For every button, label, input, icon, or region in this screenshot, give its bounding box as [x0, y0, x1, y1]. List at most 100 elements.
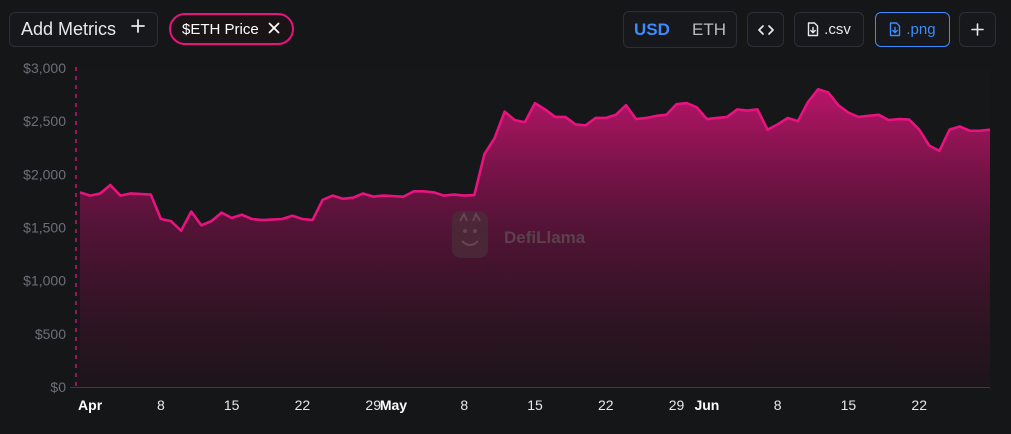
data-point[interactable] — [462, 194, 466, 198]
data-point[interactable] — [311, 218, 315, 222]
embed-code-button[interactable] — [747, 12, 784, 47]
data-point[interactable] — [412, 189, 416, 193]
data-point[interactable] — [371, 195, 375, 199]
unit-option-eth[interactable]: ETH — [692, 20, 726, 39]
data-point[interactable] — [88, 194, 92, 198]
data-point[interactable] — [826, 90, 830, 94]
data-point[interactable] — [553, 115, 557, 119]
data-point[interactable] — [189, 210, 193, 214]
data-point[interactable] — [937, 149, 941, 153]
data-point[interactable] — [887, 118, 891, 122]
add-metrics-button[interactable]: Add Metrics — [9, 12, 158, 47]
data-point[interactable] — [563, 115, 567, 119]
data-point[interactable] — [513, 118, 517, 122]
data-point[interactable] — [361, 191, 365, 195]
data-point[interactable] — [968, 129, 972, 133]
data-point[interactable] — [877, 113, 881, 117]
data-point[interactable] — [624, 103, 628, 107]
data-point[interactable] — [179, 229, 183, 233]
data-point[interactable] — [230, 216, 234, 220]
data-point[interactable] — [159, 217, 163, 221]
data-point[interactable] — [634, 117, 638, 121]
data-point[interactable] — [452, 193, 456, 197]
data-point[interactable] — [442, 194, 446, 198]
data-point[interactable] — [169, 219, 173, 223]
data-point[interactable] — [695, 105, 699, 109]
data-point[interactable] — [118, 194, 122, 198]
data-point[interactable] — [675, 102, 679, 106]
data-point[interactable] — [351, 196, 355, 200]
data-point[interactable] — [584, 123, 588, 127]
data-point[interactable] — [331, 194, 335, 198]
data-point[interactable] — [321, 198, 325, 202]
data-point[interactable] — [897, 117, 901, 121]
data-point[interactable] — [543, 107, 547, 111]
data-point[interactable] — [644, 116, 648, 120]
download-csv-button[interactable]: .csv — [794, 12, 864, 47]
data-point[interactable] — [796, 119, 800, 123]
data-point[interactable] — [846, 111, 850, 115]
data-point[interactable] — [735, 107, 739, 111]
data-point[interactable] — [867, 114, 871, 118]
data-point[interactable] — [78, 190, 82, 194]
data-point[interactable] — [573, 122, 577, 126]
data-point[interactable] — [857, 115, 861, 119]
data-point[interactable] — [240, 213, 244, 217]
data-point[interactable] — [139, 192, 143, 196]
data-point[interactable] — [766, 128, 770, 132]
data-point[interactable] — [422, 189, 426, 193]
data-point[interactable] — [482, 152, 486, 156]
data-point[interactable] — [98, 191, 102, 195]
metric-chip[interactable]: $ETH Price — [169, 13, 294, 45]
data-point[interactable] — [250, 217, 254, 221]
data-point[interactable] — [705, 117, 709, 121]
data-point[interactable] — [988, 128, 992, 132]
data-point[interactable] — [654, 114, 658, 118]
unit-option-usd[interactable]: USD — [634, 20, 670, 39]
data-point[interactable] — [290, 214, 294, 218]
data-point[interactable] — [806, 100, 810, 104]
data-point[interactable] — [948, 128, 952, 132]
download-png-button[interactable]: .png — [875, 12, 950, 47]
data-point[interactable] — [907, 118, 911, 122]
data-point[interactable] — [402, 195, 406, 199]
data-point[interactable] — [786, 116, 790, 120]
data-point[interactable] — [432, 190, 436, 194]
data-point[interactable] — [917, 128, 921, 132]
data-point[interactable] — [816, 87, 820, 91]
data-point[interactable] — [725, 115, 729, 119]
data-point[interactable] — [664, 113, 668, 117]
data-point[interactable] — [209, 219, 213, 223]
data-point[interactable] — [978, 129, 982, 133]
data-point[interactable] — [260, 218, 264, 222]
data-point[interactable] — [199, 223, 203, 227]
data-point[interactable] — [715, 116, 719, 120]
data-point[interactable] — [745, 109, 749, 113]
data-point[interactable] — [220, 211, 224, 215]
close-icon[interactable] — [267, 21, 281, 35]
data-point[interactable] — [958, 124, 962, 128]
data-point[interactable] — [594, 116, 598, 120]
data-point[interactable] — [836, 103, 840, 107]
data-point[interactable] — [523, 120, 527, 124]
data-point[interactable] — [533, 101, 537, 105]
data-point[interactable] — [129, 191, 133, 195]
data-point[interactable] — [604, 116, 608, 120]
data-point[interactable] — [493, 136, 497, 140]
data-point[interactable] — [776, 122, 780, 126]
data-point[interactable] — [503, 110, 507, 114]
data-point[interactable] — [300, 217, 304, 221]
data-point[interactable] — [381, 194, 385, 198]
data-point[interactable] — [755, 107, 759, 111]
data-point[interactable] — [685, 101, 689, 105]
data-point[interactable] — [149, 193, 153, 197]
add-chart-button[interactable] — [959, 12, 996, 47]
data-point[interactable] — [391, 194, 395, 198]
data-point[interactable] — [614, 113, 618, 117]
data-point[interactable] — [927, 144, 931, 148]
data-point[interactable] — [270, 218, 274, 222]
data-point[interactable] — [280, 217, 284, 221]
data-point[interactable] — [108, 183, 112, 187]
data-point[interactable] — [472, 193, 476, 197]
data-point[interactable] — [341, 197, 345, 201]
